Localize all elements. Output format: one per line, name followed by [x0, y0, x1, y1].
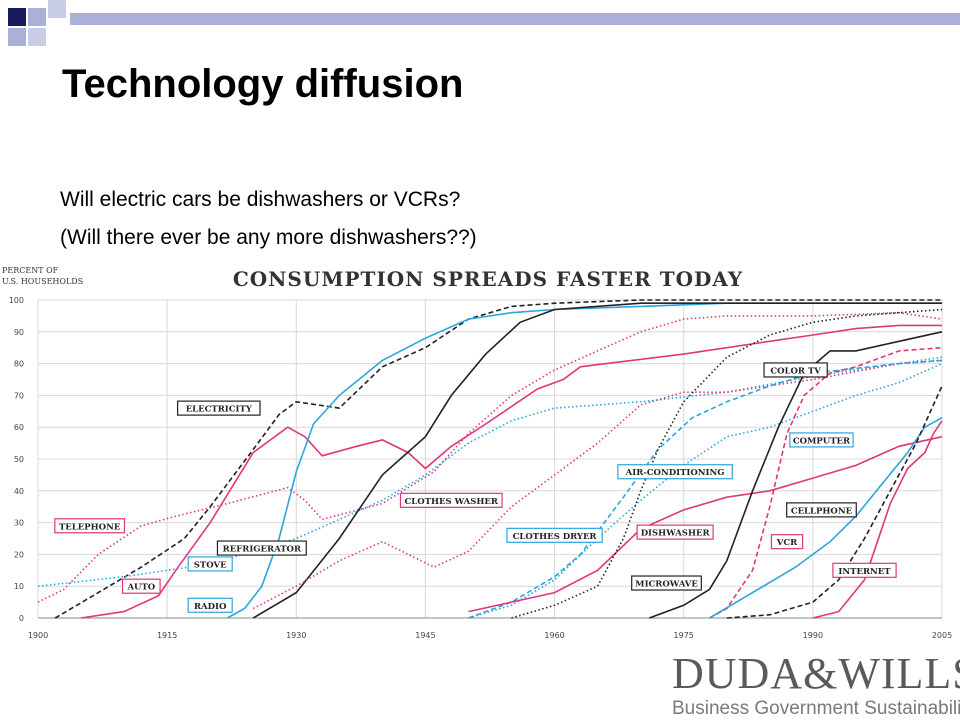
corner-square-lavender — [8, 28, 26, 46]
series-label-text: COMPUTER — [793, 436, 851, 446]
series-line-telephone — [37, 311, 943, 603]
series-label-auto: AUTO — [121, 578, 161, 594]
diffusion-chart: 0 10 20 30 40 50 60 70 80 90 100 1900 1915 1930 1945 19… — [2, 266, 952, 640]
x-tick-label: 1900 — [28, 631, 48, 640]
series-label-dishwasher: DISHWASHER — [636, 524, 714, 540]
series-label-vcr: VCR — [770, 534, 804, 550]
series-label-text: CLOTHES WASHER — [405, 497, 499, 507]
series-line-cellphone — [726, 385, 943, 619]
series-label-text: ELECTRICITY — [186, 405, 253, 415]
x-tick-label: 2005 — [932, 631, 952, 640]
slide-title: Technology diffusion — [62, 62, 464, 106]
chart-grid: 0 10 20 30 40 50 60 70 80 90 100 1900 1915 1930 1945 19… — [9, 296, 952, 640]
logo-tagline: Business Government Sustainability — [672, 698, 960, 719]
series-label-electricity: ELECTRICITY — [177, 400, 261, 416]
y-axis-label: PERCENT OF — [2, 266, 59, 275]
series-line-auto — [80, 324, 942, 619]
series-line-internet — [812, 420, 943, 619]
series-line-dishwasher — [468, 435, 943, 613]
x-tick-label: 1930 — [286, 631, 306, 640]
chart-title: CONSUMPTION SPREADS FASTER TODAY — [233, 267, 743, 291]
series-line-stove — [37, 356, 943, 587]
corner-square-lavender — [28, 28, 46, 46]
series-label-text: DISHWASHER — [641, 529, 711, 539]
series-label-radio: RADIO — [187, 597, 233, 613]
series-label-text: INTERNET — [838, 567, 891, 577]
series-line-vcr — [709, 346, 943, 619]
series-line-clothes-dryer — [468, 359, 943, 619]
y-tick-label: 60 — [14, 423, 24, 432]
bullet-line-2: (Will there ever be any more dishwashers… — [60, 226, 477, 249]
series-line-microwave — [649, 331, 943, 619]
series-label-cellphone: CELLPHONE — [786, 502, 857, 518]
series-label-color-tv: COLOR TV — [763, 362, 828, 378]
series-label-stove: STOVE — [187, 556, 233, 572]
series-label-text: CELLPHONE — [791, 506, 853, 516]
series-label-refrigerator: REFRIGERATOR — [216, 540, 307, 556]
x-tick-label: 1945 — [415, 631, 435, 640]
y-tick-label: 80 — [14, 360, 24, 369]
series-line-color-tv — [511, 308, 943, 619]
y-tick-label: 90 — [14, 328, 24, 337]
corner-square-lavender — [48, 0, 66, 18]
series-label-internet: INTERNET — [832, 562, 897, 578]
series-label-clothes-washer: CLOTHES WASHER — [399, 492, 503, 508]
series-label-clothes-dryer: CLOTHES DRYER — [506, 527, 603, 543]
series-label-microwave: MICROWAVE — [631, 575, 702, 591]
y-tick-label: 10 — [14, 582, 24, 591]
y-tick-label: 50 — [14, 455, 24, 464]
corner-square-lavender — [28, 8, 46, 26]
series-label-text: MICROWAVE — [635, 580, 698, 590]
series-label-text: AIR-CONDITIONING — [625, 468, 725, 478]
series-label-computer: COMPUTER — [789, 432, 854, 448]
series-line-refrigerator — [252, 302, 942, 619]
series-label-text: REFRIGERATOR — [223, 545, 302, 555]
series-label-text: RADIO — [194, 602, 227, 612]
y-axis-label: U.S. HOUSEHOLDS — [2, 277, 83, 286]
series-label-text: AUTO — [126, 583, 155, 593]
chart-labels: TELEPHONE ELECTRICITY AUTO STOVE RADIO REFRIG… — [54, 362, 897, 613]
y-tick-label: 20 — [14, 550, 24, 559]
x-tick-label: 1990 — [803, 631, 823, 640]
series-line-computer — [709, 416, 943, 619]
series-label-text: TELEPHONE — [59, 522, 121, 532]
series-line-air-conditioning — [468, 362, 943, 619]
series-label-text: VCR — [776, 538, 798, 548]
series-line-radio — [227, 302, 942, 619]
x-tick-label: 1915 — [157, 631, 177, 640]
y-tick-label: 70 — [14, 391, 24, 400]
header-rule — [70, 13, 960, 25]
logo-wordmark: DUDA&WILLS — [672, 649, 960, 698]
y-tick-label: 30 — [14, 519, 24, 528]
x-tick-label: 1960 — [544, 631, 564, 640]
corner-square-navy — [8, 8, 26, 26]
series-label-air-conditioning: AIR-CONDITIONING — [617, 464, 733, 480]
series-label-text: STOVE — [194, 560, 227, 570]
y-tick-label: 40 — [14, 487, 24, 496]
x-tick-label: 1975 — [674, 631, 694, 640]
series-label-telephone: TELEPHONE — [54, 518, 126, 534]
y-tick-label: 100 — [9, 296, 24, 305]
series-label-text: CLOTHES DRYER — [513, 532, 598, 542]
series-label-text: COLOR TV — [770, 366, 821, 376]
bullet-line-1: Will electric cars be dishwashers or VCR… — [60, 188, 461, 211]
y-tick-label: 0 — [19, 614, 24, 623]
duda-wills-logo: DUDA&WILLS Business Government Sustainab… — [672, 652, 960, 720]
